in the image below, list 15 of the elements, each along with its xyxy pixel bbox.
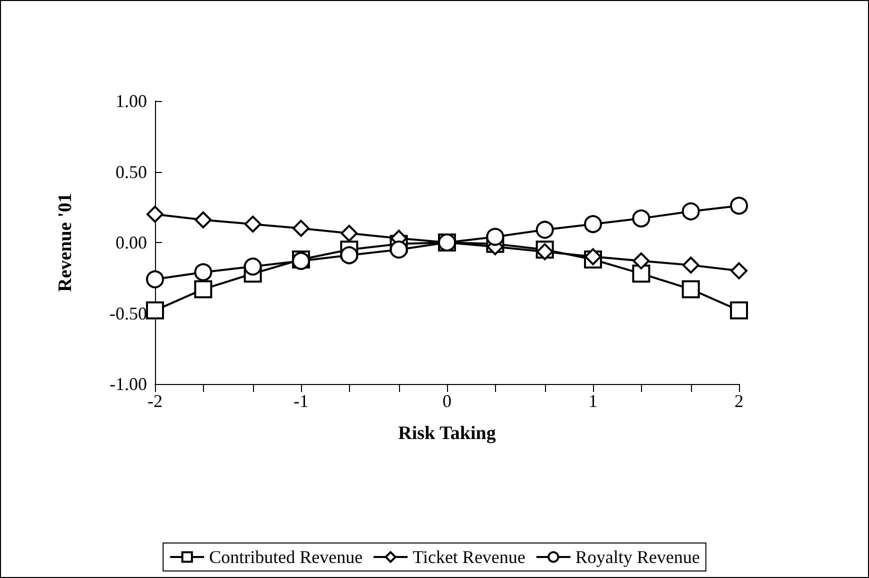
legend-label: Contributed Revenue [209,547,363,567]
x-tick-label: 1 [588,391,598,411]
y-tick-label: 0.50 [116,162,147,182]
y-tick-label: 1.00 [116,91,147,111]
x-tick-label: -2 [148,391,162,411]
x-axis-title: Risk Taking [398,423,496,444]
x-tick-label: 0 [442,391,452,411]
legend-label: Ticket Revenue [412,547,526,567]
y-tick-label: 0.00 [116,232,147,252]
y-tick-label: -1.00 [110,374,147,394]
x-tick-label: 2 [734,391,744,411]
y-axis-title: Revenue '01 [55,193,76,292]
legend-label: Royalty Revenue [575,547,700,567]
y-tick-label: -0.50 [110,303,147,324]
x-tick-label: -1 [294,391,308,411]
